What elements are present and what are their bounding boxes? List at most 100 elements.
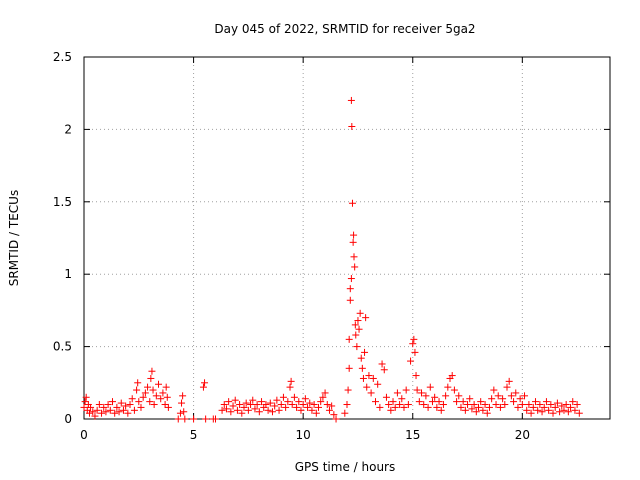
data-point <box>494 392 502 400</box>
data-point <box>505 377 513 385</box>
data-point <box>249 396 257 404</box>
data-point <box>162 383 170 391</box>
data-point <box>564 408 572 416</box>
axis-ticks: 0 5 10 15 20 0 0.5 1 1.5 2 2.5 <box>53 50 610 442</box>
data-point <box>255 408 263 416</box>
data-point <box>247 401 255 409</box>
data-point <box>299 401 307 409</box>
data-point <box>349 238 357 246</box>
data-point <box>512 389 520 397</box>
data-point <box>391 403 399 411</box>
data-point <box>286 383 294 391</box>
data-point <box>556 408 564 416</box>
data-point <box>346 296 354 304</box>
data-point <box>238 409 246 417</box>
data-point <box>448 372 456 380</box>
data-point <box>470 401 478 409</box>
data-point <box>420 401 428 409</box>
x-tick-label: 10 <box>296 428 311 442</box>
data-point <box>181 415 189 423</box>
data-point <box>164 403 172 411</box>
data-point <box>558 402 566 410</box>
data-point <box>357 354 365 362</box>
data-point <box>415 398 423 406</box>
data-point <box>347 275 355 283</box>
data-point <box>573 401 581 409</box>
data-point <box>407 357 415 365</box>
data-point <box>301 395 309 403</box>
data-point <box>536 401 544 409</box>
data-point <box>359 374 367 382</box>
data-point <box>106 406 114 414</box>
y-tick-label: 1 <box>64 267 72 281</box>
data-point <box>521 392 529 400</box>
data-point <box>146 398 154 406</box>
data-point <box>126 401 134 409</box>
data-point <box>111 409 119 417</box>
data-point <box>547 401 555 409</box>
data-point <box>93 406 101 414</box>
data-point <box>312 409 320 417</box>
data-point <box>229 402 237 410</box>
data-point <box>304 403 312 411</box>
data-points <box>80 96 583 423</box>
data-point <box>212 415 219 423</box>
data-point <box>510 398 518 406</box>
data-point <box>115 408 123 416</box>
data-point <box>87 403 95 411</box>
data-point <box>551 403 559 411</box>
data-point <box>376 403 384 411</box>
data-point <box>325 406 333 414</box>
data-point <box>319 393 327 401</box>
data-point <box>284 398 292 406</box>
y-tick-label: 1.5 <box>53 195 72 209</box>
data-point <box>396 401 404 409</box>
data-point <box>345 335 353 343</box>
data-point <box>472 408 480 416</box>
data-point <box>507 392 515 400</box>
data-point <box>190 415 198 423</box>
data-point <box>139 393 147 401</box>
data-point <box>402 386 410 394</box>
data-point <box>422 392 430 400</box>
data-point <box>424 403 432 411</box>
data-point <box>426 383 434 391</box>
chart-title: Day 045 of 2022, SRMTID for receiver 5ga… <box>214 22 475 36</box>
data-point <box>297 406 305 414</box>
data-point <box>271 402 279 410</box>
data-point <box>348 199 356 207</box>
data-point <box>332 415 340 423</box>
data-point <box>199 383 207 391</box>
data-point <box>328 402 336 410</box>
data-point <box>348 123 356 131</box>
data-point <box>385 401 393 409</box>
data-point <box>400 403 408 411</box>
data-point <box>119 406 127 414</box>
data-point <box>369 374 377 382</box>
data-point <box>499 395 507 403</box>
data-point <box>108 398 116 406</box>
data-point <box>575 409 583 417</box>
data-point <box>351 263 359 271</box>
data-point <box>361 348 369 356</box>
data-point <box>222 405 230 413</box>
data-point <box>179 392 187 400</box>
data-point <box>444 383 452 391</box>
y-tick-label: 2.5 <box>53 50 72 64</box>
x-tick-label: 15 <box>405 428 420 442</box>
data-point <box>180 408 188 416</box>
data-point <box>344 386 352 394</box>
data-point <box>122 402 130 410</box>
data-point <box>442 392 450 400</box>
data-point <box>382 393 390 401</box>
data-point <box>282 403 290 411</box>
data-point <box>387 406 395 414</box>
data-point <box>128 395 136 403</box>
data-point <box>308 406 316 414</box>
data-point <box>236 401 244 409</box>
data-point <box>411 348 419 356</box>
data-point <box>279 393 287 401</box>
data-point <box>477 398 485 406</box>
x-tick-label: 0 <box>80 428 88 442</box>
